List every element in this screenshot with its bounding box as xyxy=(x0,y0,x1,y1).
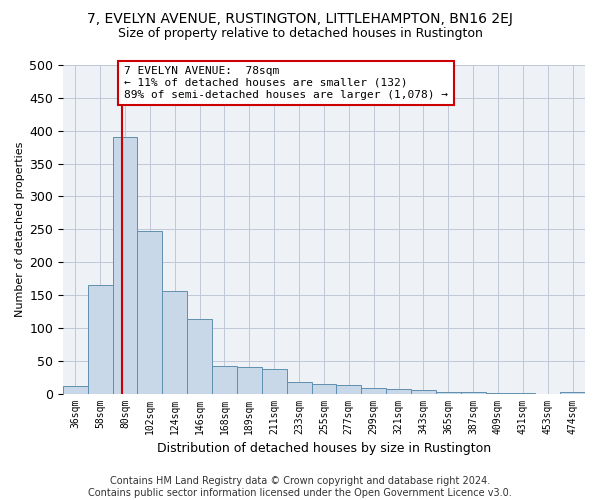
Bar xyxy=(386,389,411,394)
Bar xyxy=(88,285,113,394)
Text: 7, EVELYN AVENUE, RUSTINGTON, LITTLEHAMPTON, BN16 2EJ: 7, EVELYN AVENUE, RUSTINGTON, LITTLEHAMP… xyxy=(87,12,513,26)
Bar xyxy=(237,366,262,394)
Text: Contains HM Land Registry data © Crown copyright and database right 2024.
Contai: Contains HM Land Registry data © Crown c… xyxy=(88,476,512,498)
Bar xyxy=(113,138,137,394)
Bar xyxy=(262,368,287,394)
Bar xyxy=(461,392,485,394)
Bar xyxy=(560,392,585,394)
Bar xyxy=(311,384,337,394)
Bar xyxy=(436,392,461,394)
Bar xyxy=(337,385,361,394)
X-axis label: Distribution of detached houses by size in Rustington: Distribution of detached houses by size … xyxy=(157,442,491,455)
Bar xyxy=(287,382,311,394)
Bar xyxy=(163,291,187,394)
Bar xyxy=(137,230,163,394)
Bar xyxy=(485,393,511,394)
Bar xyxy=(511,393,535,394)
Text: Size of property relative to detached houses in Rustington: Size of property relative to detached ho… xyxy=(118,28,482,40)
Bar xyxy=(63,386,88,394)
Y-axis label: Number of detached properties: Number of detached properties xyxy=(15,142,25,317)
Text: 7 EVELYN AVENUE:  78sqm
← 11% of detached houses are smaller (132)
89% of semi-d: 7 EVELYN AVENUE: 78sqm ← 11% of detached… xyxy=(124,66,448,100)
Bar xyxy=(361,388,386,394)
Bar xyxy=(411,390,436,394)
Bar xyxy=(187,320,212,394)
Bar xyxy=(212,366,237,394)
